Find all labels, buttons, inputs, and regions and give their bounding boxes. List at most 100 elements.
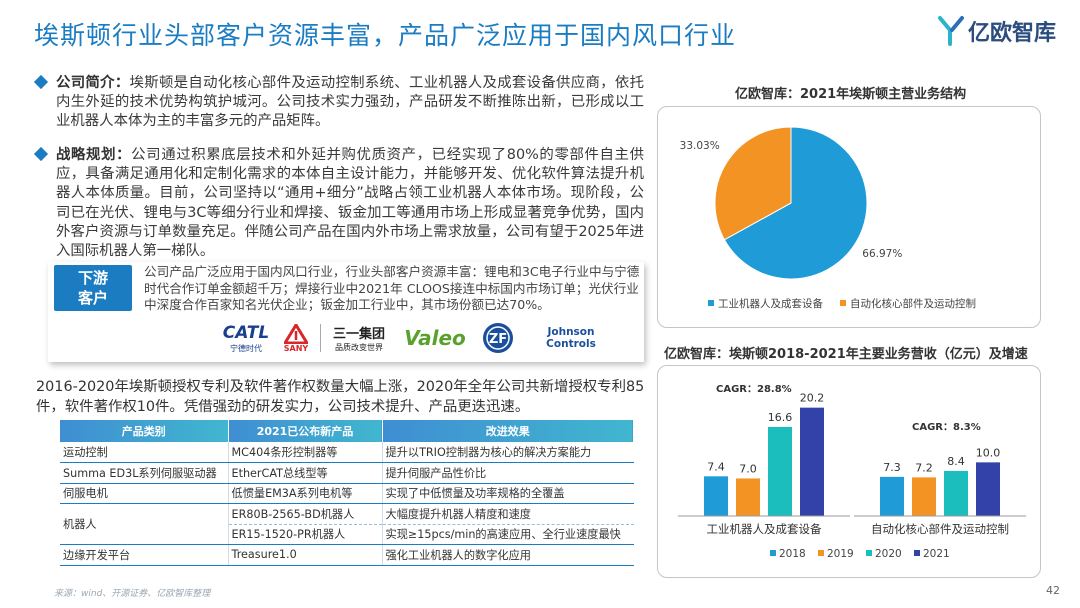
customers-box: 下游 客户 公司产品广泛应用于国内风口行业，行业头部客户资源丰富：锂电和3C电子… xyxy=(48,262,644,362)
logo-text: 亿欧智库 xyxy=(968,21,1057,46)
table-header: 产品类别 xyxy=(60,420,229,442)
table-cell: 实现了中低惯量及功率规格的全覆盖 xyxy=(381,483,634,504)
yiou-logo-icon xyxy=(938,16,964,46)
x-tick-label: 自动化核心部件及运动控制 xyxy=(871,522,1009,536)
company-intro: 公司简介：埃斯顿是自动化核心部件及运动控制系统、工业机器人及成套设备供应商，依托… xyxy=(33,74,644,132)
sany-triangle-icon xyxy=(284,323,308,344)
legend-label: 2019 xyxy=(827,548,854,560)
table-cell: Treasure1.0 xyxy=(227,544,382,566)
pie-chart-panel: 66.97% 33.03% 工业机器人及成套设备 自动化核心部件及运动控制 xyxy=(657,106,1041,328)
valeo-logo: Valeo xyxy=(402,320,468,356)
bar-value-label: 7.4 xyxy=(707,460,725,473)
yiou-logo: 亿欧智库 xyxy=(938,14,1056,48)
legend-swatch xyxy=(840,300,846,306)
legend-label: 2018 xyxy=(779,548,806,560)
bar-value-label: 7.2 xyxy=(915,461,933,474)
pie-chart-title: 亿欧智库：2021年埃斯顿主营业务结构 xyxy=(735,87,967,102)
bullet-diamond-icon xyxy=(33,74,49,90)
catl-logo-text: CATL xyxy=(222,322,270,343)
table-row: 运动控制 MC404条形控制器等 提升以TRIO控制器为核心的解决方案能力 xyxy=(60,442,634,463)
sany-group-text: 三一集团 xyxy=(332,327,385,342)
source-note: 来源：wind、开源证券、亿欧智库整理 xyxy=(54,589,211,599)
page-title: 埃斯顿行业头部客户资源丰富，产品广泛应用于国内风口行业 xyxy=(34,21,737,50)
cagr-annotation: CAGR：8.3% xyxy=(912,422,981,433)
table-cell: 实现≥15pcs/min的高速应用、全行业速度最快 xyxy=(381,524,634,545)
bar xyxy=(704,476,728,516)
bar xyxy=(880,476,904,516)
sany-logo: SANY xyxy=(276,320,316,356)
table-row: 伺服电机 低惯量EM3A系列电机等 实现了中低惯量及功率规格的全覆盖 xyxy=(60,483,634,504)
controls-logo-text: Controls xyxy=(546,338,596,350)
company-label: 公司简介： xyxy=(56,75,130,91)
strategy-section: 战略规划：公司通过积累底层技术和外延并购优质资产，已经实现了80%的零部件自主供… xyxy=(33,146,644,261)
table-cell: MC404条形控制器等 xyxy=(227,442,382,463)
bar-chart-title: 亿欧智库：埃斯顿2018-2021年主要业务营收（亿元）及增速 xyxy=(664,347,1028,362)
table-cell: 大幅度提升机器人精度和速度 xyxy=(381,503,634,525)
product-table: 产品类别 2021已公布新产品 改进效果 运动控制 MC404条形控制器等 提升… xyxy=(60,420,634,566)
zf-circle-icon: ZF xyxy=(483,323,513,353)
bar xyxy=(800,407,824,516)
strategy-text: 公司通过积累底层技术和外延并购优质资产，已经实现了80%的零部件自主供应，具备满… xyxy=(56,147,644,260)
pie-data-label: 33.03% xyxy=(680,140,720,152)
table-cell: 边缘开发平台 xyxy=(60,544,228,566)
pie-chart: 66.97% 33.03% 工业机器人及成套设备 自动化核心部件及运动控制 xyxy=(680,126,976,310)
valeo-logo-text: Valeo xyxy=(404,326,466,350)
pie-slice xyxy=(723,126,868,280)
bar-chart-panel: 7.4 7.0 16.6 20.2 工业机器人及成套设备 7.3 7.2 8.4 10.0 自动化… xyxy=(657,365,1041,578)
table-cell: ER80B-2565-BD机器人 xyxy=(227,503,382,525)
customers-text: 公司产品广泛应用于国内风口行业，行业头部客户资源丰富：锂电和3C电子行业中与宁德… xyxy=(144,264,640,313)
johnson-controls-logo: Johnson Controls xyxy=(528,320,614,356)
table-cell: ER15-1520-PR机器人 xyxy=(227,524,382,545)
table-cell: Summa ED3L系列伺服驱动器 xyxy=(60,462,228,484)
bar-value-label: 16.6 xyxy=(768,411,793,424)
bar xyxy=(976,462,1000,516)
bar xyxy=(768,426,792,516)
bar-value-label: 20.2 xyxy=(800,392,825,405)
legend-label: 自动化核心部件及运动控制 xyxy=(850,297,976,310)
table-row: 机器人 ER80B-2565-BD机器人 大幅度提升机器人精度和速度 xyxy=(60,503,634,545)
zf-logo-text: ZF xyxy=(489,332,507,347)
table-cell: 强化工业机器人的数字化应用 xyxy=(381,544,634,566)
legend-swatch xyxy=(914,550,920,556)
zf-logo: ZF xyxy=(480,320,516,356)
logo-divider xyxy=(320,324,321,352)
table-row: 边缘开发平台 Treasure1.0 强化工业机器人的数字化应用 xyxy=(60,544,634,566)
johnson-logo-text: Johnson xyxy=(547,326,595,338)
table-cell: 运动控制 xyxy=(60,442,228,463)
table-cell: 机器人 xyxy=(60,503,228,545)
table-row: Summa ED3L系列伺服驱动器 EtherCAT总线型等 提升伺服产品性价比 xyxy=(60,462,634,484)
company-text: 埃斯顿是自动化核心部件及运动控制系统、工业机器人及成套设备供应商，依托内生外延的… xyxy=(56,75,644,130)
sany-group-sub: 品质改变世界 xyxy=(335,343,383,352)
customers-tag-line1: 下游 xyxy=(77,269,108,287)
table-cell: 提升以TRIO控制器为核心的解决方案能力 xyxy=(381,442,634,463)
cagr-annotation: CAGR：28.8% xyxy=(716,384,792,395)
legend-swatch xyxy=(818,550,824,556)
pie-data-label: 66.97% xyxy=(862,248,902,260)
patent-paragraph: 2016-2020年埃斯顿授权专利及软件著作权数量大幅上涨，2020年全年公司共… xyxy=(36,379,645,415)
catl-logo: CATL 宁德时代 xyxy=(216,320,276,356)
bar-value-label: 8.4 xyxy=(947,455,965,468)
customers-tag-line2: 客户 xyxy=(77,289,108,307)
legend-label: 工业机器人及成套设备 xyxy=(718,297,823,310)
sany-logo-text: SANY xyxy=(283,343,309,353)
bar xyxy=(736,478,760,516)
bar-value-label: 7.0 xyxy=(739,462,757,475)
bullet-diamond-icon xyxy=(33,146,49,162)
legend-swatch xyxy=(708,300,714,306)
catl-logo-sub: 宁德时代 xyxy=(230,343,262,353)
table-cell: 提升伺服产品性价比 xyxy=(381,462,634,484)
table-header: 改进效果 xyxy=(382,420,634,442)
pie-slice xyxy=(714,126,792,241)
legend-label: 2021 xyxy=(923,548,950,560)
bar xyxy=(912,477,936,516)
legend-swatch xyxy=(770,550,776,556)
table-header-row: 产品类别 2021已公布新产品 改进效果 xyxy=(60,420,634,442)
customer-logos: CATL 宁德时代 SANY 三一集团 品质改变世界 Valeo ZF John… xyxy=(216,320,636,356)
x-tick-label: 工业机器人及成套设备 xyxy=(707,522,822,536)
legend-label: 2020 xyxy=(875,548,902,560)
strategy-label: 战略规划： xyxy=(56,147,132,163)
bar-chart: 7.4 7.0 16.6 20.2 工业机器人及成套设备 7.3 7.2 8.4 10.0 自动化… xyxy=(678,384,1026,560)
customers-tag: 下游 客户 xyxy=(54,265,132,311)
page-number: 42 xyxy=(1046,584,1060,597)
bar-value-label: 7.3 xyxy=(883,461,901,474)
